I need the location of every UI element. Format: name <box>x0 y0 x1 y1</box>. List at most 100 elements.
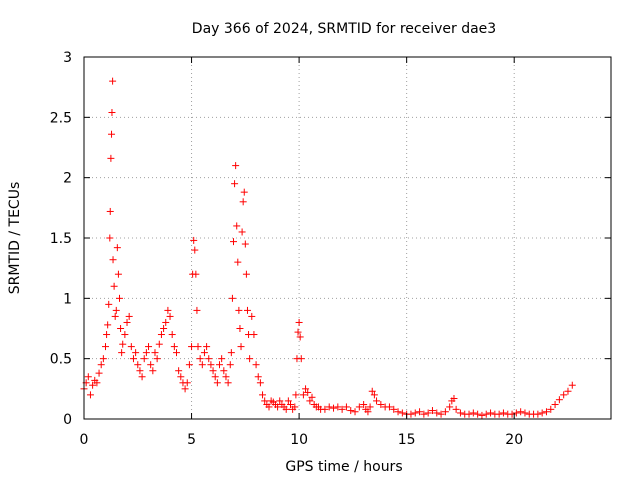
data-point <box>398 409 406 417</box>
data-point <box>190 236 198 244</box>
data-point <box>512 409 520 417</box>
data-point <box>254 373 262 381</box>
data-point <box>222 373 230 381</box>
data-point <box>240 188 248 196</box>
data-point <box>145 343 153 351</box>
data-point <box>149 367 157 375</box>
data-point <box>218 355 226 363</box>
data-point <box>238 228 246 236</box>
data-point <box>560 391 568 399</box>
data-point <box>227 349 235 357</box>
data-point <box>411 409 419 417</box>
data-point <box>198 361 206 369</box>
data-point <box>338 405 346 413</box>
data-point <box>286 401 294 409</box>
data-point <box>441 408 449 416</box>
data-point <box>228 294 236 302</box>
data-point <box>239 198 247 206</box>
data-point <box>232 162 240 170</box>
data-point <box>394 408 402 416</box>
data-point <box>175 367 183 375</box>
data-point <box>188 343 196 351</box>
data-point <box>295 318 303 326</box>
data-point <box>342 403 350 411</box>
data-point <box>433 409 441 417</box>
points-layer <box>80 77 576 419</box>
data-point <box>121 331 129 339</box>
data-point <box>172 349 180 357</box>
data-point <box>538 409 546 417</box>
data-point <box>209 367 217 375</box>
data-point <box>104 321 112 329</box>
y-tick-label: 2 <box>63 171 72 187</box>
data-point <box>155 340 163 348</box>
data-point <box>157 331 165 339</box>
grid-layer <box>84 57 611 419</box>
data-point <box>106 234 114 242</box>
data-point <box>364 408 372 416</box>
data-point <box>482 410 490 418</box>
data-point <box>95 369 103 377</box>
data-point <box>355 403 363 411</box>
data-point <box>183 379 191 387</box>
data-point <box>86 391 94 399</box>
data-point <box>106 207 114 215</box>
data-point <box>109 256 117 264</box>
data-point <box>276 397 284 405</box>
data-point <box>564 387 572 395</box>
data-point <box>446 403 454 411</box>
data-point <box>216 361 224 369</box>
x-tick-label: 5 <box>187 432 196 448</box>
data-point <box>200 349 208 357</box>
y-tick-label: 0 <box>63 412 72 428</box>
data-point <box>308 393 316 401</box>
data-point <box>456 409 464 417</box>
data-point <box>302 385 310 393</box>
data-point <box>233 222 241 230</box>
data-point <box>234 258 242 266</box>
data-point <box>243 306 251 314</box>
data-point <box>291 403 299 411</box>
y-tick-label: 1.5 <box>50 231 72 247</box>
data-point <box>499 409 507 417</box>
data-point <box>107 154 115 162</box>
data-point <box>385 403 393 411</box>
data-point <box>84 373 92 381</box>
x-axis-label: GPS time / hours <box>285 459 402 475</box>
y-tick-label: 0.5 <box>50 352 72 368</box>
data-point <box>224 379 232 387</box>
data-point <box>99 355 107 363</box>
y-tick-label: 1 <box>63 291 72 307</box>
y-tick-label: 3 <box>63 50 72 66</box>
data-point <box>478 411 486 419</box>
data-point <box>127 343 135 351</box>
data-point <box>294 328 302 336</box>
data-point <box>416 408 424 416</box>
data-point <box>390 405 398 413</box>
data-point <box>164 306 172 314</box>
data-point <box>138 373 146 381</box>
data-point <box>282 405 290 413</box>
data-point <box>193 306 201 314</box>
x-tick-label: 15 <box>398 432 416 448</box>
data-point <box>108 130 116 138</box>
data-point <box>125 312 133 320</box>
data-point <box>196 355 204 363</box>
data-point <box>368 387 376 395</box>
data-point <box>242 270 250 278</box>
data-point <box>111 312 119 320</box>
data-point <box>151 349 159 357</box>
data-point <box>108 109 116 117</box>
data-point <box>351 408 359 416</box>
data-point <box>420 410 428 418</box>
x-tick-label: 20 <box>505 432 523 448</box>
data-point <box>220 367 228 375</box>
data-point <box>89 381 97 389</box>
data-point <box>231 180 239 188</box>
data-point <box>555 396 563 404</box>
data-point <box>110 282 118 290</box>
data-point <box>469 409 477 417</box>
data-point <box>136 367 144 375</box>
data-point <box>325 403 333 411</box>
